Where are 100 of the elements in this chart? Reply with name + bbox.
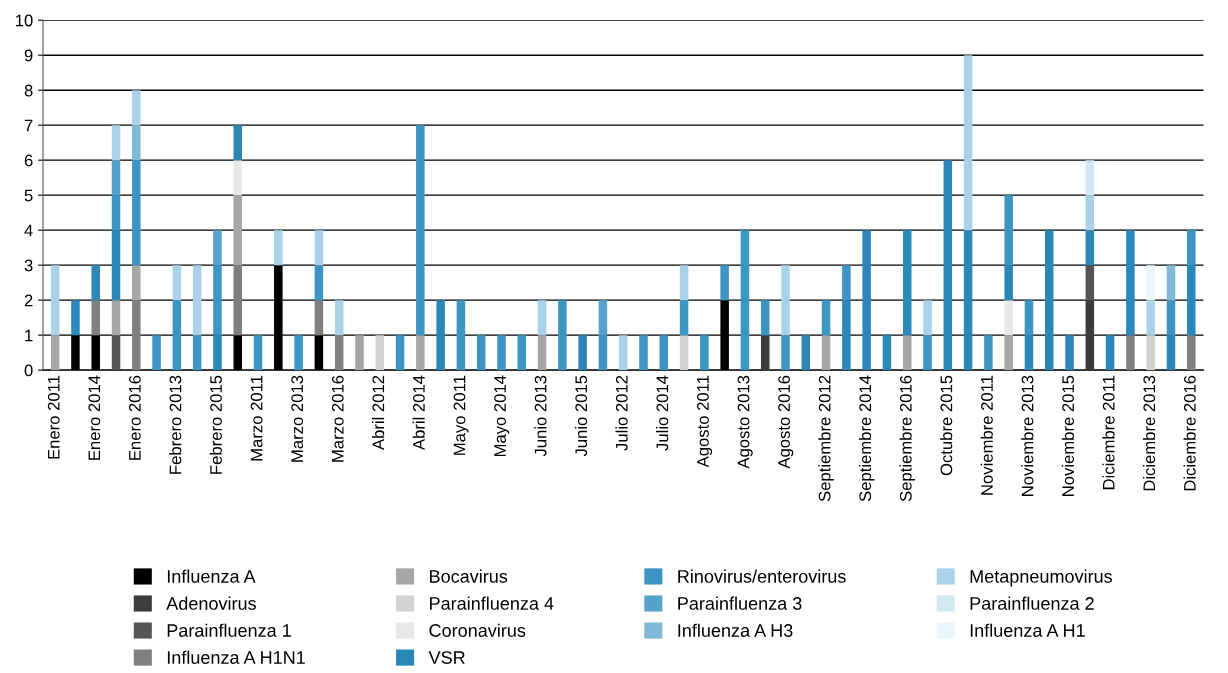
x-tick-label: Marzo 2013 xyxy=(291,375,304,462)
legend-label: VSR xyxy=(428,651,465,664)
bar xyxy=(416,335,425,371)
bar xyxy=(1187,335,1196,371)
bar xyxy=(111,300,121,336)
bar xyxy=(700,335,709,371)
x-tick-label: Agosto 2013 xyxy=(737,375,753,469)
y-tick-label: 5 xyxy=(24,189,33,202)
bar xyxy=(821,300,831,336)
bar xyxy=(294,335,303,371)
bar xyxy=(456,300,466,371)
bar xyxy=(213,265,222,336)
x-tick-label: Julio 2014 xyxy=(656,375,669,451)
legend-label: Coronavirus xyxy=(429,623,526,637)
bar xyxy=(334,300,344,336)
bar xyxy=(111,230,121,301)
bar xyxy=(842,265,851,301)
bar xyxy=(679,265,689,301)
x-tick-label: Junio 2015 xyxy=(574,375,588,457)
bar xyxy=(1126,230,1135,336)
legend-label: Rinovirus/enterovirus xyxy=(678,569,846,583)
bar xyxy=(963,55,973,231)
x-tick-label: Febrero 2015 xyxy=(209,375,222,474)
bar xyxy=(537,300,547,336)
bar xyxy=(598,300,608,336)
bar xyxy=(923,300,932,336)
legend-label: Parainfluenza 4 xyxy=(430,596,554,610)
bar xyxy=(882,335,892,371)
bar xyxy=(111,125,121,161)
bar xyxy=(1065,335,1074,371)
bar xyxy=(517,335,527,371)
legend-label: Metapneumovirus xyxy=(970,569,1113,587)
bar xyxy=(1044,230,1054,371)
x-tick-label: Septiembre 2014 xyxy=(858,375,875,502)
bar xyxy=(314,265,324,301)
bar xyxy=(578,335,587,371)
bar xyxy=(781,335,790,371)
bar xyxy=(639,335,648,371)
y-tick-label: 6 xyxy=(24,154,33,167)
x-tick-label: Agosto 2016 xyxy=(778,375,794,469)
bar xyxy=(111,195,121,231)
legend-label: Influenza A xyxy=(167,569,256,583)
y-tick-label: 4 xyxy=(24,224,33,237)
legend-label: Influenza A H1 xyxy=(970,623,1085,637)
bar xyxy=(923,335,932,371)
bar xyxy=(172,265,182,301)
x-tick-label: Mayo 2014 xyxy=(494,375,510,457)
x-tick-label: Diciembre 2013 xyxy=(1142,375,1156,491)
x-tick-label: Noviembre 2011 xyxy=(980,375,993,495)
y-tick-label: 8 xyxy=(24,84,33,97)
bar xyxy=(1085,265,1095,301)
bar xyxy=(436,300,445,371)
x-tick-label: Julio 2012 xyxy=(615,375,628,451)
bar xyxy=(618,335,628,371)
x-tick-label: Agosto 2011 xyxy=(697,375,713,468)
legend-label: Bocavirus xyxy=(430,569,508,583)
x-tick-label: Enero 2016 xyxy=(128,375,141,460)
bar xyxy=(274,230,283,266)
bar xyxy=(172,300,182,371)
bar xyxy=(1166,335,1176,371)
bar xyxy=(558,300,567,371)
bar xyxy=(416,125,425,336)
bar xyxy=(902,230,912,336)
legend-label: Parainfluenza 2 xyxy=(970,596,1094,610)
bar xyxy=(132,160,141,266)
bar xyxy=(1085,160,1095,196)
x-tick-label: Enero 2011 xyxy=(47,375,60,459)
bar xyxy=(50,335,60,371)
bar xyxy=(659,335,669,371)
bar xyxy=(842,300,851,371)
bar xyxy=(1004,265,1013,301)
bar xyxy=(1146,265,1155,301)
bar xyxy=(902,335,912,371)
bar xyxy=(192,265,202,336)
bar xyxy=(233,160,242,196)
bar xyxy=(192,335,202,371)
bar xyxy=(1166,300,1176,336)
y-tick-label: 2 xyxy=(24,294,33,307)
bar xyxy=(537,335,547,371)
bar xyxy=(213,335,222,371)
x-tick-label: Marzo 2016 xyxy=(331,375,344,462)
bar xyxy=(132,265,141,301)
bar xyxy=(1085,230,1095,266)
bar xyxy=(740,230,750,371)
y-tick-label: 9 xyxy=(24,49,33,62)
y-tick-label: 3 xyxy=(24,259,33,272)
bar xyxy=(233,125,242,161)
bar xyxy=(1004,195,1013,266)
bar xyxy=(1146,335,1155,371)
bar xyxy=(1105,335,1115,371)
bar xyxy=(1187,230,1196,266)
bar xyxy=(720,265,729,301)
bar xyxy=(132,125,141,161)
bar xyxy=(801,335,811,371)
bar xyxy=(497,335,506,371)
bar xyxy=(679,300,689,336)
bar xyxy=(1024,335,1034,371)
bar xyxy=(233,195,242,266)
bar xyxy=(314,230,324,266)
bar xyxy=(111,160,121,196)
